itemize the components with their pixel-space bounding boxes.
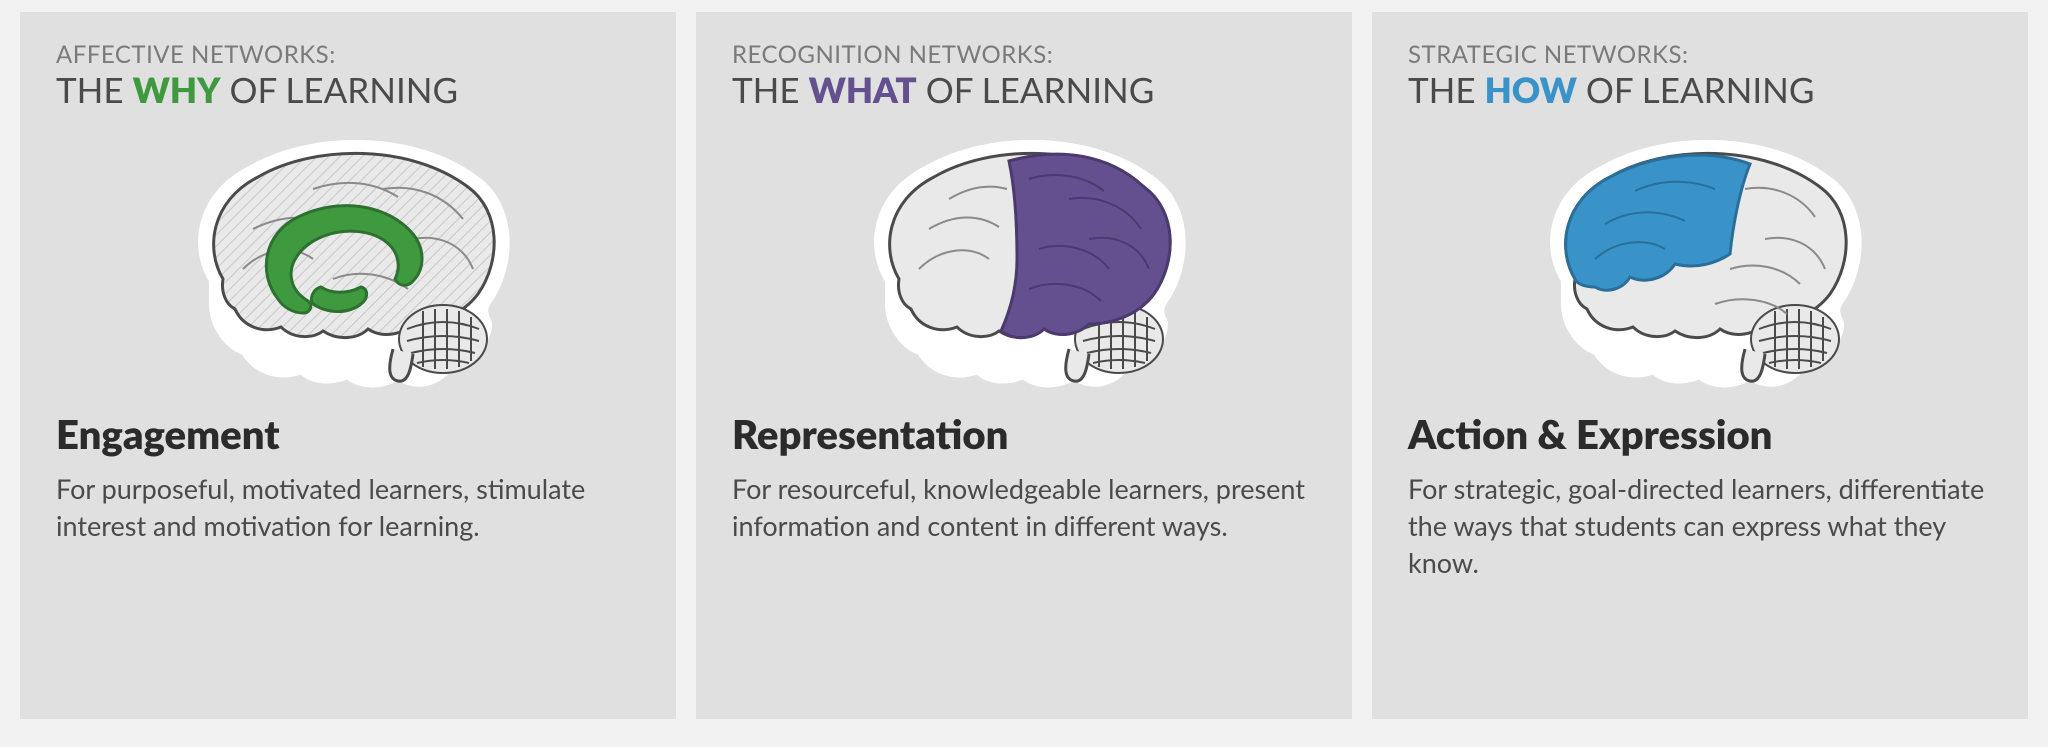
title-recognition: Representation bbox=[732, 412, 1316, 456]
desc-affective: For purposeful, motivated learners, stim… bbox=[56, 470, 640, 545]
panel-affective: AFFECTIVE NETWORKS: THE WHY OF LEARNING bbox=[20, 12, 676, 719]
brain-icon bbox=[1515, 129, 1885, 389]
brain-recognition bbox=[732, 124, 1316, 394]
headline-post: OF LEARNING bbox=[917, 69, 1155, 111]
brain-icon bbox=[839, 129, 1209, 389]
udl-networks-infographic: AFFECTIVE NETWORKS: THE WHY OF LEARNING bbox=[0, 0, 2048, 747]
brain-icon bbox=[163, 129, 533, 389]
headline-keyword: WHY bbox=[133, 69, 221, 111]
headline-post: OF LEARNING bbox=[1577, 69, 1815, 111]
headline-recognition: THE WHAT OF LEARNING bbox=[732, 71, 1316, 110]
brain-strategic bbox=[1408, 124, 1992, 394]
brain-affective bbox=[56, 124, 640, 394]
headline-post: OF LEARNING bbox=[220, 69, 458, 111]
panel-recognition: RECOGNITION NETWORKS: THE WHAT OF LEARNI… bbox=[696, 12, 1352, 719]
eyebrow-recognition: RECOGNITION NETWORKS: bbox=[732, 40, 1316, 69]
headline-pre: THE bbox=[732, 69, 809, 111]
title-strategic: Action & Expression bbox=[1408, 412, 1992, 456]
panel-strategic: STRATEGIC NETWORKS: THE HOW OF LEARNING bbox=[1372, 12, 2028, 719]
headline-strategic: THE HOW OF LEARNING bbox=[1408, 71, 1992, 110]
eyebrow-strategic: STRATEGIC NETWORKS: bbox=[1408, 40, 1992, 69]
headline-pre: THE bbox=[56, 69, 133, 111]
eyebrow-affective: AFFECTIVE NETWORKS: bbox=[56, 40, 640, 69]
headline-pre: THE bbox=[1408, 69, 1485, 111]
title-affective: Engagement bbox=[56, 412, 640, 456]
headline-keyword: HOW bbox=[1485, 69, 1577, 111]
headline-keyword: WHAT bbox=[809, 69, 917, 111]
desc-strategic: For strategic, goal-directed learners, d… bbox=[1408, 470, 1992, 582]
desc-recognition: For resourceful, knowledgeable learners,… bbox=[732, 470, 1316, 545]
headline-affective: THE WHY OF LEARNING bbox=[56, 71, 640, 110]
